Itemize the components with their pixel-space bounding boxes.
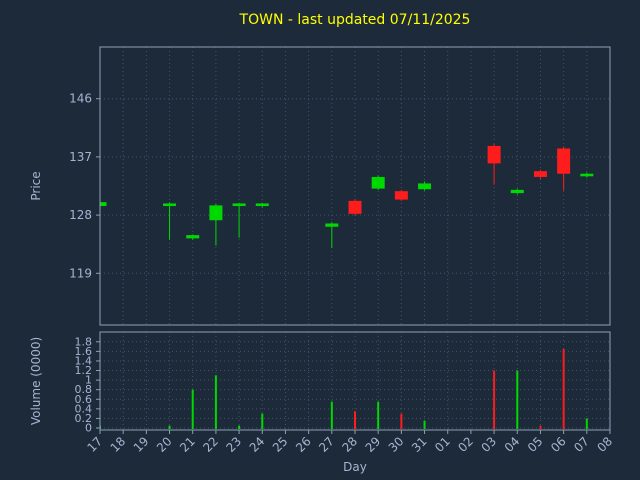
svg-text:05: 05 [525,434,546,455]
day-axis-label: Day [343,460,367,474]
svg-text:07: 07 [571,434,592,455]
svg-text:24: 24 [247,434,268,455]
svg-text:0: 0 [85,422,92,435]
svg-text:1.6: 1.6 [75,345,93,358]
svg-text:01: 01 [432,434,453,455]
svg-text:1: 1 [85,374,92,387]
svg-text:25: 25 [270,434,291,455]
svg-text:1.8: 1.8 [75,335,93,348]
svg-text:18: 18 [108,434,129,455]
svg-text:03: 03 [479,434,500,455]
svg-text:26: 26 [293,434,314,455]
svg-text:31: 31 [409,434,430,455]
svg-text:1.4: 1.4 [75,354,93,367]
price-axis-label: Price [29,171,43,201]
svg-text:146: 146 [69,92,92,106]
svg-text:23: 23 [224,434,245,455]
svg-text:02: 02 [455,434,476,455]
svg-text:17: 17 [84,434,105,455]
svg-text:21: 21 [177,434,198,455]
svg-text:19: 19 [131,434,152,455]
svg-text:06: 06 [548,434,569,455]
svg-text:0.8: 0.8 [75,383,93,396]
svg-text:27: 27 [316,434,337,455]
svg-text:0.6: 0.6 [75,393,93,406]
svg-text:1.2: 1.2 [75,364,93,377]
svg-text:137: 137 [69,150,92,164]
svg-text:30: 30 [386,434,407,455]
svg-text:04: 04 [502,434,523,455]
volume-axis-label: Volume (0000) [29,336,43,426]
svg-text:08: 08 [594,434,615,455]
svg-text:22: 22 [200,434,221,455]
svg-text:29: 29 [363,434,384,455]
svg-text:0.2: 0.2 [75,412,93,425]
svg-text:20: 20 [154,434,175,455]
chart-title: TOWN - last updated 07/11/2025 [239,12,471,28]
svg-text:0.4: 0.4 [75,402,93,415]
svg-text:119: 119 [69,266,92,280]
svg-text:28: 28 [339,434,360,455]
svg-text:128: 128 [69,208,92,222]
